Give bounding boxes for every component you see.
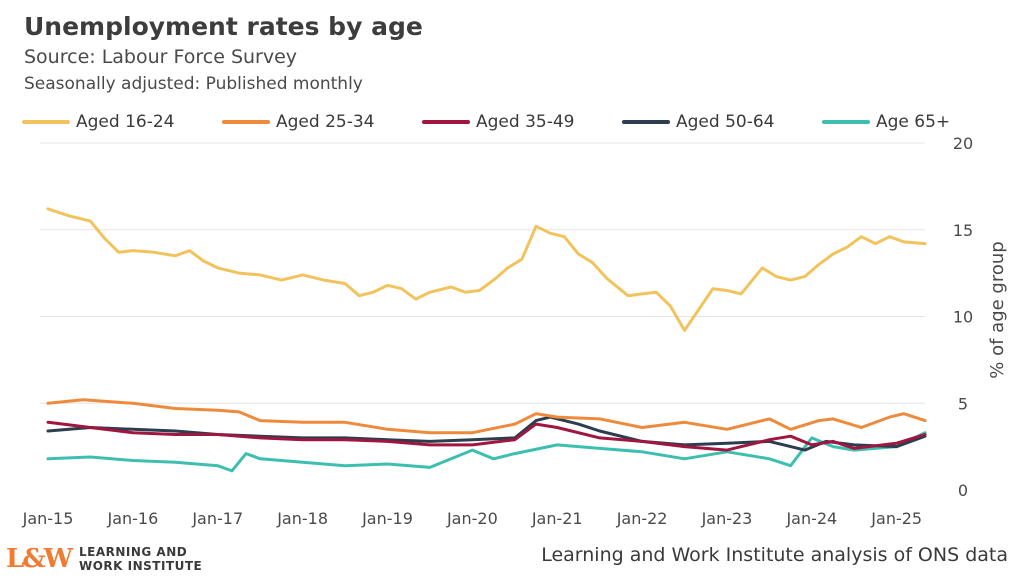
legend-label-35-49: Aged 35-49 (476, 112, 575, 132)
y-tick-label: 5 (958, 394, 968, 413)
y-tick-label: 20 (953, 134, 973, 153)
chart-subtitle-secondary: Seasonally adjusted: Published monthly (24, 74, 363, 94)
y-axis-label: % of age group (987, 241, 1008, 378)
legend-swatch-50-64 (622, 120, 670, 124)
legend-item-50-64[interactable]: Aged 50-64 (622, 112, 822, 132)
legend-label-65plus: Age 65+ (876, 112, 951, 132)
x-tick-label: Jan-16 (106, 509, 158, 528)
series-line-aged-35-49[interactable] (46, 420, 927, 452)
source-note: Learning and Work Institute analysis of … (541, 544, 1008, 566)
chart-subtitle: Source: Labour Force Survey (24, 46, 298, 68)
brand-logo: L&W LEARNING AND WORK INSTITUTE (6, 544, 202, 574)
x-tick-label: Jan-25 (870, 509, 922, 528)
legend: Aged 16-24 Aged 25-34 Aged 35-49 Aged 50… (22, 112, 962, 132)
legend-item-25-34[interactable]: Aged 25-34 (222, 112, 422, 132)
series-line-age-65-[interactable] (46, 431, 927, 473)
brand-name: LEARNING AND WORK INSTITUTE (79, 545, 202, 573)
y-tick-label: 10 (953, 308, 973, 327)
x-axis-ticks: Jan-15 Jan-16 Jan-17 Jan-18 Jan-19 Jan-20 Jan-… (22, 509, 923, 528)
legend-label-16-24: Aged 16-24 (76, 112, 175, 132)
brand-line-1: LEARNING AND (78, 545, 188, 559)
brand-line-2: WORK INSTITUTE (78, 559, 203, 573)
x-tick-label: Jan-21 (531, 509, 583, 528)
x-tick-label: Jan-19 (361, 509, 413, 528)
x-tick-label: Jan-23 (701, 509, 753, 528)
y-axis-ticks: 0 5 10 15 20 (953, 134, 973, 500)
x-tick-label: Jan-24 (785, 509, 837, 528)
legend-swatch-65plus (822, 120, 870, 124)
x-tick-label: Jan-18 (276, 509, 328, 528)
x-tick-label: Jan-15 (22, 509, 74, 528)
legend-swatch-35-49 (422, 120, 470, 124)
legend-item-16-24[interactable]: Aged 16-24 (22, 112, 222, 132)
legend-item-65plus[interactable]: Age 65+ (822, 112, 962, 132)
chart-title: Unemployment rates by age (24, 12, 423, 41)
legend-swatch-16-24 (22, 120, 70, 124)
legend-label-50-64: Aged 50-64 (676, 112, 775, 132)
x-tick-label: Jan-20 (446, 509, 498, 528)
series-lines (46, 207, 927, 473)
x-tick-label: Jan-22 (616, 509, 668, 528)
x-tick-label: Jan-17 (191, 509, 243, 528)
series-line-aged-25-34[interactable] (46, 398, 927, 435)
legend-item-35-49[interactable]: Aged 35-49 (422, 112, 622, 132)
legend-label-25-34: Aged 25-34 (276, 112, 375, 132)
legend-swatch-25-34 (222, 120, 270, 124)
y-tick-label: 0 (958, 481, 968, 500)
series-line-aged-16-24[interactable] (46, 207, 927, 332)
gridlines (40, 142, 925, 404)
y-tick-label: 15 (953, 221, 973, 240)
brand-mark: L&W (6, 544, 73, 574)
